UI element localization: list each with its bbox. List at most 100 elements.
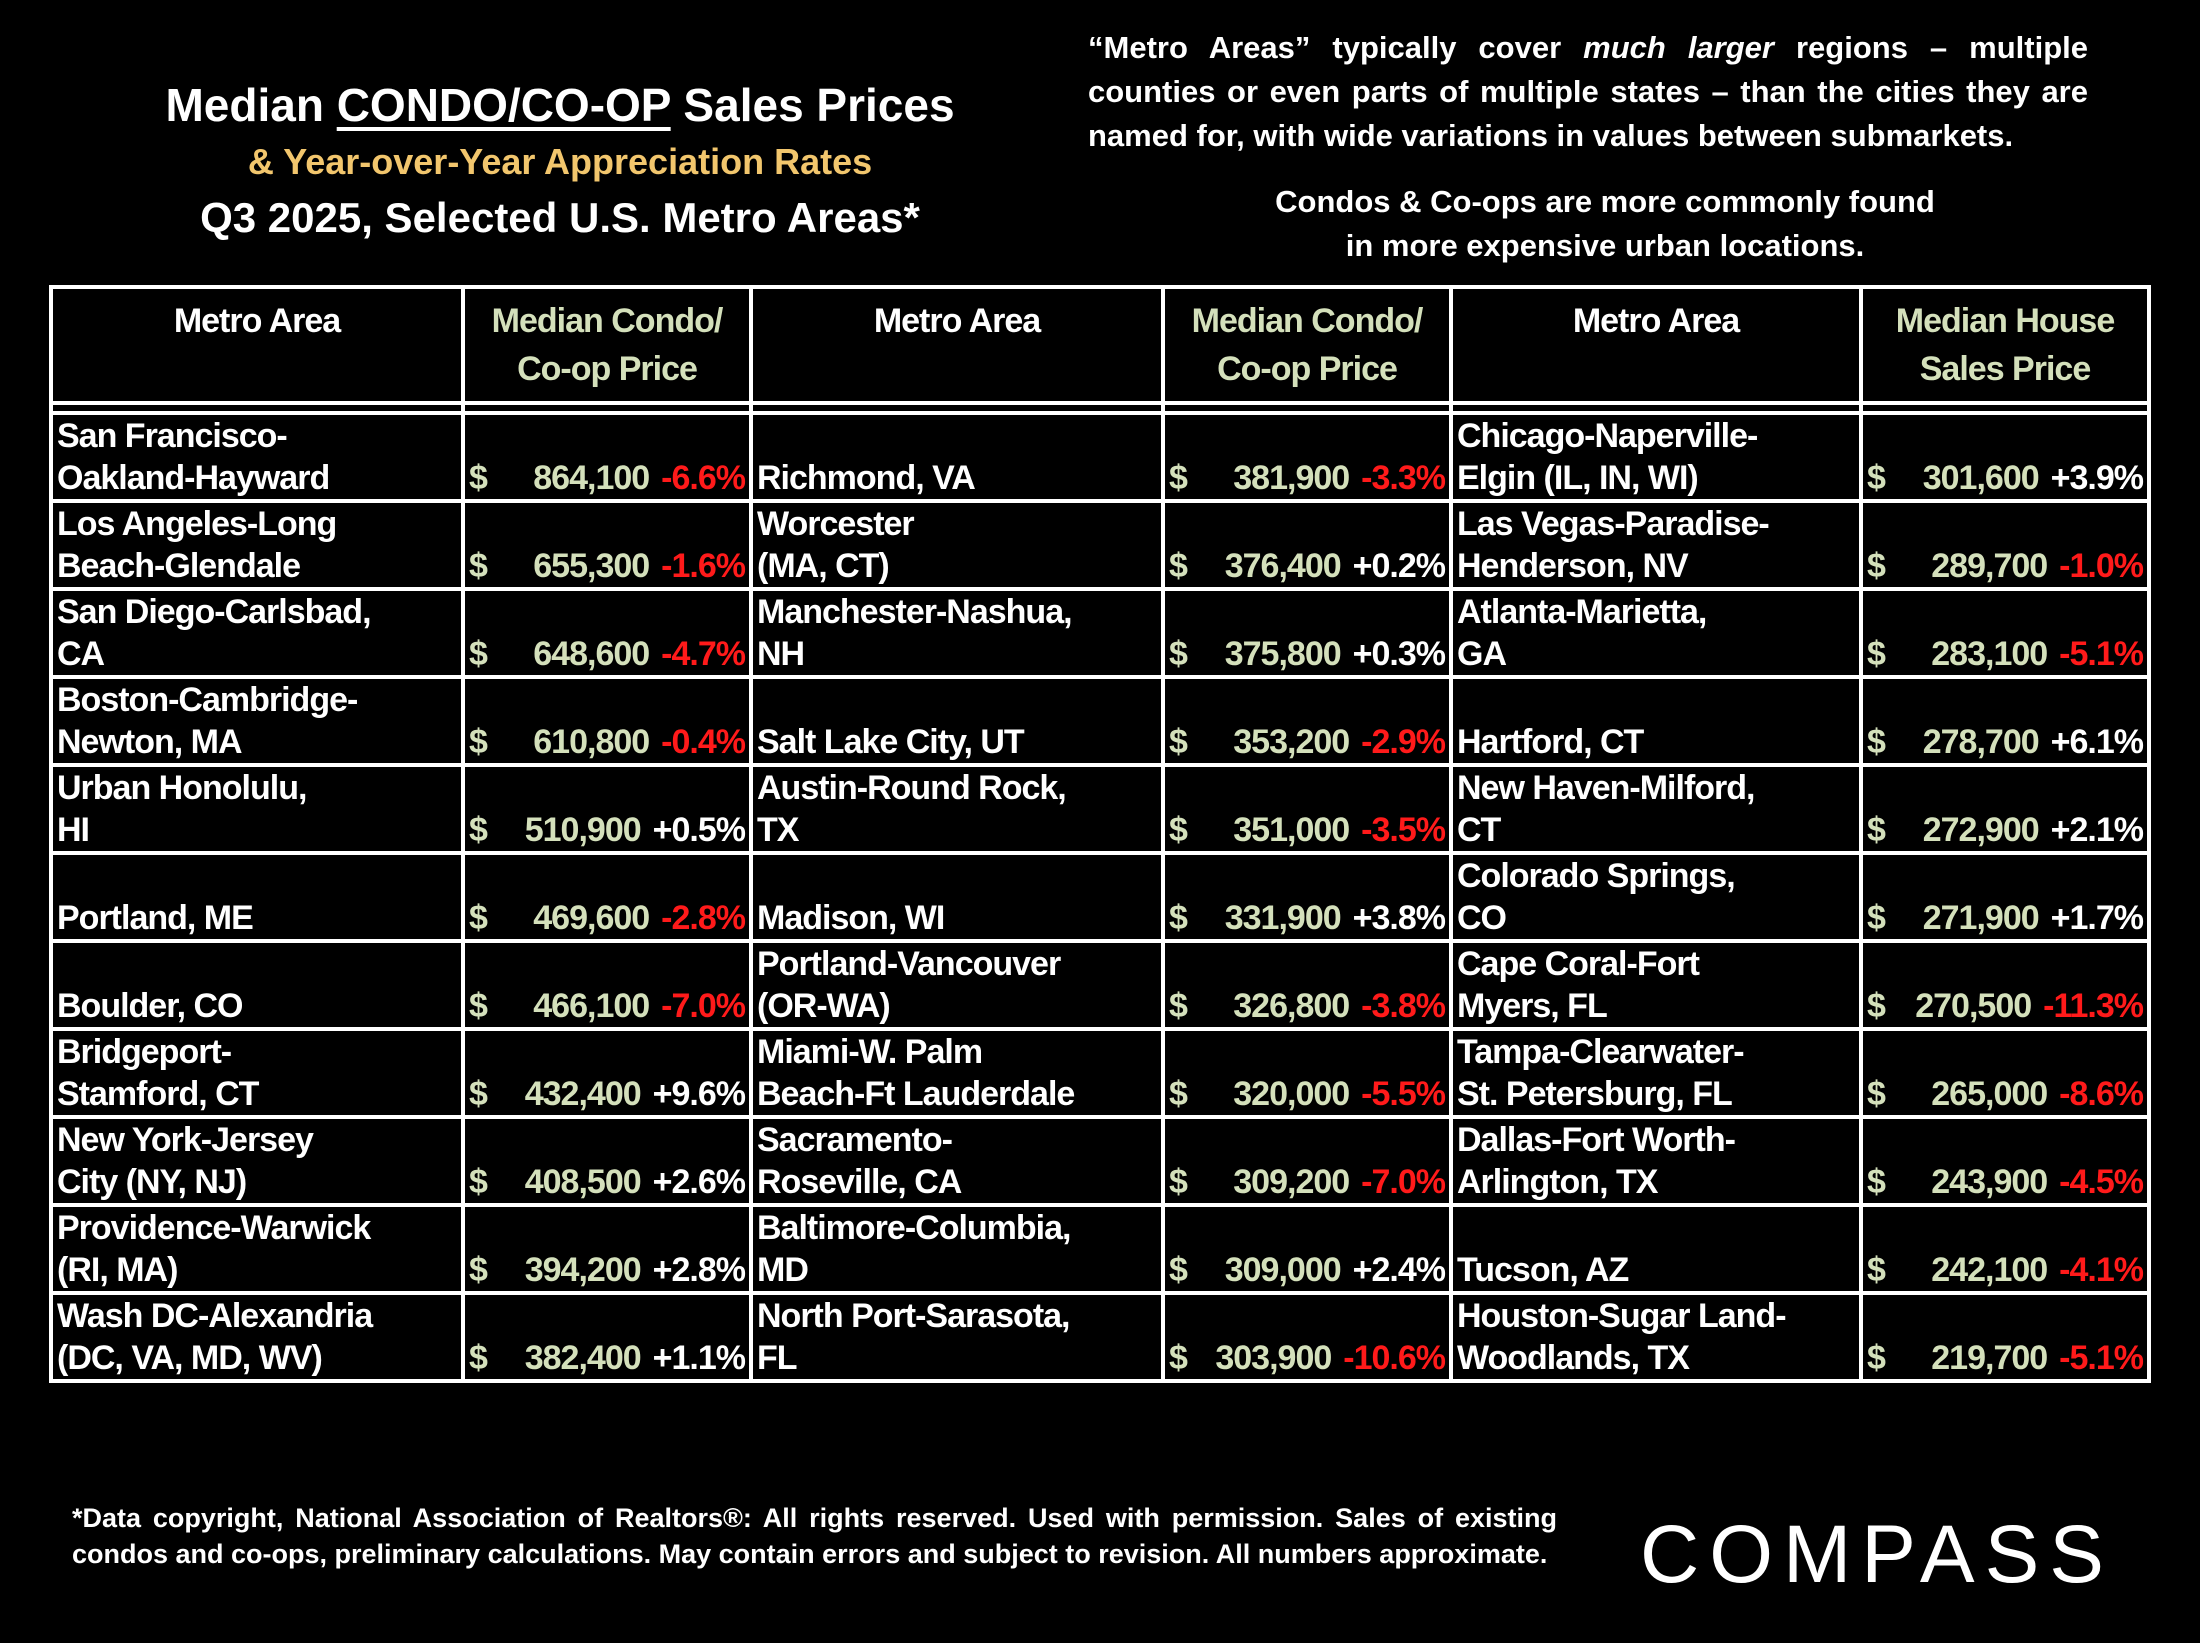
yoy-change: +9.6% xyxy=(652,1075,746,1113)
median-price: 432,400 xyxy=(524,1075,642,1113)
yoy-change: -1.6% xyxy=(661,547,746,585)
metro-name-line2: City (NY, NJ) xyxy=(57,1163,247,1201)
metro-name: Boulder, CO xyxy=(49,939,465,1031)
currency-symbol: $ xyxy=(1169,1163,1188,1201)
metro-name-line1: Chicago-Naperville- xyxy=(1457,417,1758,455)
price-cell: $242,100 -4.1% xyxy=(1859,1203,2151,1295)
metro-name-line2: Oakland-Hayward xyxy=(57,459,330,497)
metro-name-line1: Portland-Vancouver xyxy=(757,945,1061,983)
currency-symbol: $ xyxy=(1169,547,1188,585)
metro-name-line2: Elgin (IL, IN, WI) xyxy=(1457,459,1699,497)
median-price: 331,900 xyxy=(1224,899,1342,937)
price-cell: $469,600 -2.8% xyxy=(461,851,753,943)
metro-name-line2: Beach-Glendale xyxy=(57,547,301,585)
price-cell: $270,500 -11.3% xyxy=(1859,939,2151,1031)
currency-symbol: $ xyxy=(1867,635,1886,673)
metro-name-line2: Newton, MA xyxy=(57,723,243,761)
metro-name-line2: Tucson, AZ xyxy=(1457,1251,1629,1289)
metro-name-line1: Sacramento- xyxy=(757,1121,953,1159)
yoy-change: -4.1% xyxy=(2059,1251,2144,1289)
metro-note: “Metro Areas” typically cover much large… xyxy=(1088,30,2088,153)
metro-name-line2: Arlington, TX xyxy=(1457,1163,1658,1201)
table-row: Providence-Warwick (RI, MA) $394,200 +2.8% B… xyxy=(49,1203,2151,1295)
metro-name: Providence-Warwick (RI, MA) xyxy=(49,1203,465,1295)
footnote: *Data copyright, National Association of… xyxy=(72,1503,1557,1569)
metro-name-line2: NH xyxy=(757,635,805,673)
metro-name-line1: San Francisco- xyxy=(57,417,288,455)
price-cell: $864,100 -6.6% xyxy=(461,411,753,503)
metro-name: Manchester-Nashua, NH xyxy=(749,587,1165,679)
price-cell: $320,000 -5.5% xyxy=(1161,1027,1453,1119)
currency-symbol: $ xyxy=(469,987,488,1025)
median-price: 283,100 xyxy=(1931,635,2048,673)
metro-name-line2: FL xyxy=(757,1339,798,1377)
price-cell: $466,100 -7.0% xyxy=(461,939,753,1031)
currency-symbol: $ xyxy=(1867,811,1886,849)
metro-name: Worcester (MA, CT) xyxy=(749,499,1165,591)
currency-symbol: $ xyxy=(1867,723,1886,761)
median-price: 466,100 xyxy=(533,987,650,1025)
price-cell: $272,900 +2.1% xyxy=(1859,763,2151,855)
metro-name: Hartford, CT xyxy=(1449,675,1863,767)
metro-name-line1: Baltimore-Columbia, xyxy=(757,1209,1071,1247)
yoy-change: -3.5% xyxy=(1361,811,1446,849)
yoy-change: -4.5% xyxy=(2059,1163,2144,1201)
median-price: 270,500 xyxy=(1915,987,2032,1025)
currency-symbol: $ xyxy=(1867,899,1886,937)
metro-name-line2: HI xyxy=(57,811,90,849)
table-row: San Francisco- Oakland-Hayward $864,100 -6.… xyxy=(49,411,2151,503)
metro-name-line1: Miami-W. Palm xyxy=(757,1033,983,1071)
header-metro: Metro Area xyxy=(49,285,465,405)
metro-name-line2: Boulder, CO xyxy=(57,987,243,1025)
median-price: 408,500 xyxy=(524,1163,642,1201)
price-cell: $283,100 -5.1% xyxy=(1859,587,2151,679)
metro-name-line1: Manchester-Nashua, xyxy=(757,593,1073,631)
yoy-change: +0.5% xyxy=(652,811,746,849)
metro-name-line1: Houston-Sugar Land- xyxy=(1457,1297,1787,1335)
metro-name: Salt Lake City, UT xyxy=(749,675,1165,767)
metro-name-line1: Cape Coral-Fort xyxy=(1457,945,1700,983)
metro-name-line2: GA xyxy=(1457,635,1507,673)
median-price: 382,400 xyxy=(524,1339,642,1377)
price-cell: $381,900 -3.3% xyxy=(1161,411,1453,503)
metro-name: Tucson, AZ xyxy=(1449,1203,1863,1295)
yoy-change: -6.6% xyxy=(661,459,746,497)
metro-name: San Diego-Carlsbad, CA xyxy=(49,587,465,679)
table-row: Los Angeles-Long Beach-Glendale $655,300 -1… xyxy=(49,499,2151,591)
median-price: 610,800 xyxy=(533,723,650,761)
metro-name: Austin-Round Rock, TX xyxy=(749,763,1165,855)
metro-name-line2: Madison, WI xyxy=(757,899,945,937)
yoy-change: -5.1% xyxy=(2059,1339,2144,1377)
metro-name-line1 xyxy=(57,945,457,985)
metro-name-line1: Tampa-Clearwater- xyxy=(1457,1033,1745,1071)
currency-symbol: $ xyxy=(1169,459,1188,497)
header-metro: Metro Area xyxy=(1449,285,1863,405)
metro-name-line2: Hartford, CT xyxy=(1457,723,1644,761)
metro-name: Boston-Cambridge- Newton, MA xyxy=(49,675,465,767)
metro-name-line2: (MA, CT) xyxy=(757,547,890,585)
currency-symbol: $ xyxy=(1867,547,1886,585)
page-subtitle: & Year-over-Year Appreciation Rates xyxy=(247,141,873,182)
currency-symbol: $ xyxy=(469,899,488,937)
metro-name-line2: St. Petersburg, FL xyxy=(1457,1075,1733,1113)
median-price: 301,600 xyxy=(1922,459,2040,497)
metro-name: Atlanta-Marietta, GA xyxy=(1449,587,1863,679)
price-cell: $309,000 +2.4% xyxy=(1161,1203,1453,1295)
price-cell: $510,900 +0.5% xyxy=(461,763,753,855)
metro-name: Urban Honolulu, HI xyxy=(49,763,465,855)
currency-symbol: $ xyxy=(469,1163,488,1201)
table-row: Bridgeport- Stamford, CT $432,400 +9.6% Miam… xyxy=(49,1027,2151,1119)
metro-name: Dallas-Fort Worth- Arlington, TX xyxy=(1449,1115,1863,1207)
metro-name-line1: Los Angeles-Long xyxy=(57,505,337,543)
metro-name-line1: San Diego-Carlsbad, xyxy=(57,593,372,631)
median-price: 303,900 xyxy=(1215,1339,1332,1377)
metro-name-line1: Las Vegas-Paradise- xyxy=(1457,505,1770,543)
yoy-change: -7.0% xyxy=(661,987,746,1025)
yoy-change: -2.8% xyxy=(661,899,746,937)
price-cell: $375,800 +0.3% xyxy=(1161,587,1453,679)
metro-name: Wash DC-Alexandria (DC, VA, MD, WV) xyxy=(49,1291,465,1383)
price-cell: $394,200 +2.8% xyxy=(461,1203,753,1295)
yoy-change: +2.1% xyxy=(2050,811,2144,849)
currency-symbol: $ xyxy=(1169,987,1188,1025)
metro-name: Tampa-Clearwater- St. Petersburg, FL xyxy=(1449,1027,1863,1119)
